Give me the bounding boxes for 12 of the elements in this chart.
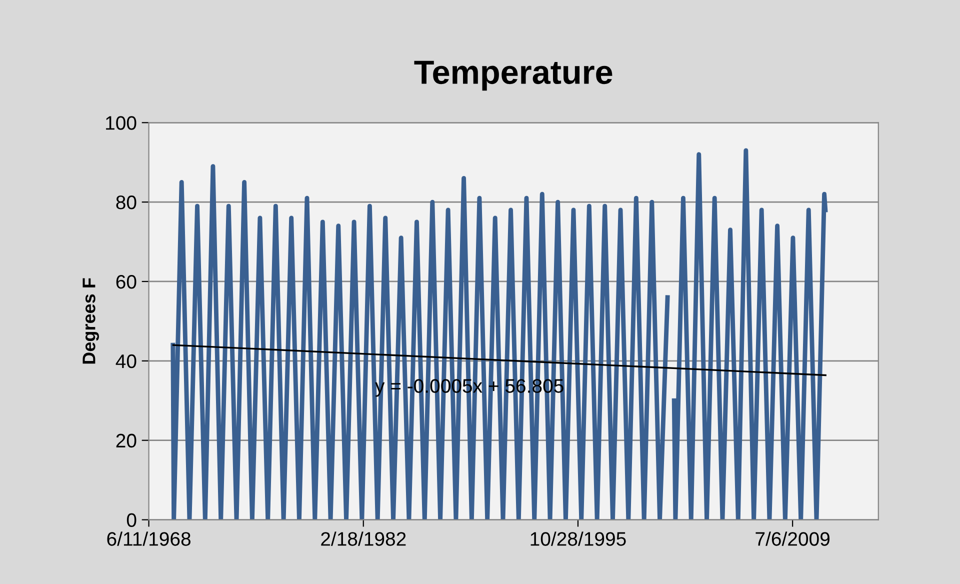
y-axis-title: Degrees F <box>82 278 99 364</box>
y-tick-label: 40 <box>116 354 136 368</box>
x-tick-label: 2/18/1982 <box>321 532 406 546</box>
y-tick-label: 20 <box>116 434 136 448</box>
x-tick-label: 7/6/2009 <box>756 532 830 546</box>
y-tick-label: 100 <box>106 116 136 130</box>
y-tick-label: 60 <box>116 274 136 289</box>
y-tick-label: 80 <box>116 196 136 210</box>
x-tick-label: 6/11/1968 <box>107 532 190 546</box>
chart-title: Temperature <box>414 60 612 91</box>
x-tick-label: 10/28/1995 <box>530 532 626 546</box>
y-tick-label: 0 <box>126 513 136 527</box>
